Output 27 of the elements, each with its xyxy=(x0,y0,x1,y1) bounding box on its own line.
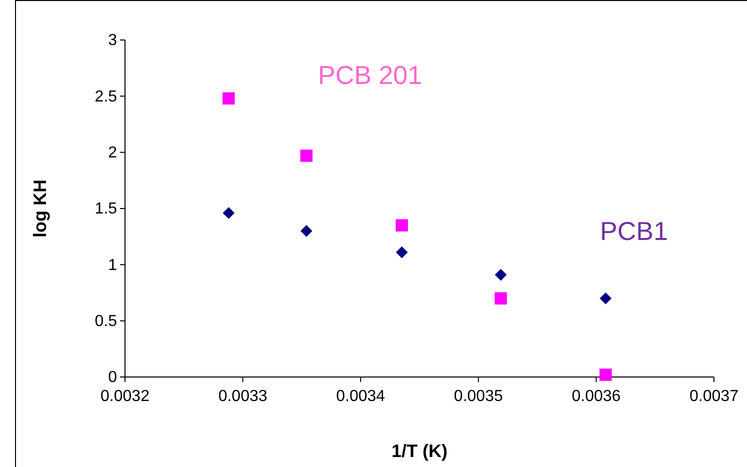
x-tick-label: 0.0036 xyxy=(572,388,621,405)
text: PCB 201 xyxy=(318,60,422,90)
point xyxy=(222,207,235,219)
y-tick-label: 0.5 xyxy=(94,312,118,330)
point xyxy=(396,246,408,258)
x-tick-label: 0.0035 xyxy=(454,388,503,405)
series-label: PCB1 xyxy=(600,216,668,246)
point xyxy=(494,292,507,304)
y-tick-label: 1.5 xyxy=(94,200,118,218)
point xyxy=(222,92,235,105)
point xyxy=(600,368,612,381)
x-tick-label: 0.0037 xyxy=(690,388,739,405)
point xyxy=(300,150,313,162)
x-tick-label: 0.0033 xyxy=(218,388,268,405)
point xyxy=(600,292,612,304)
x-tick-label: 0.0034 xyxy=(336,388,386,405)
point xyxy=(494,268,507,281)
point xyxy=(396,219,408,232)
y-tick-label: 3 xyxy=(108,32,118,50)
y-tick-label: 2.5 xyxy=(94,88,118,106)
y-tick-label: 2 xyxy=(108,144,118,162)
y-tick-label: 0 xyxy=(108,369,118,386)
x-axis-title: 1/T (K) xyxy=(392,441,448,461)
point xyxy=(300,225,312,237)
y-tick-label: 1 xyxy=(108,256,118,274)
y-axis-title: log KH xyxy=(30,180,50,238)
x-tick-label: 0.0032 xyxy=(100,388,150,405)
